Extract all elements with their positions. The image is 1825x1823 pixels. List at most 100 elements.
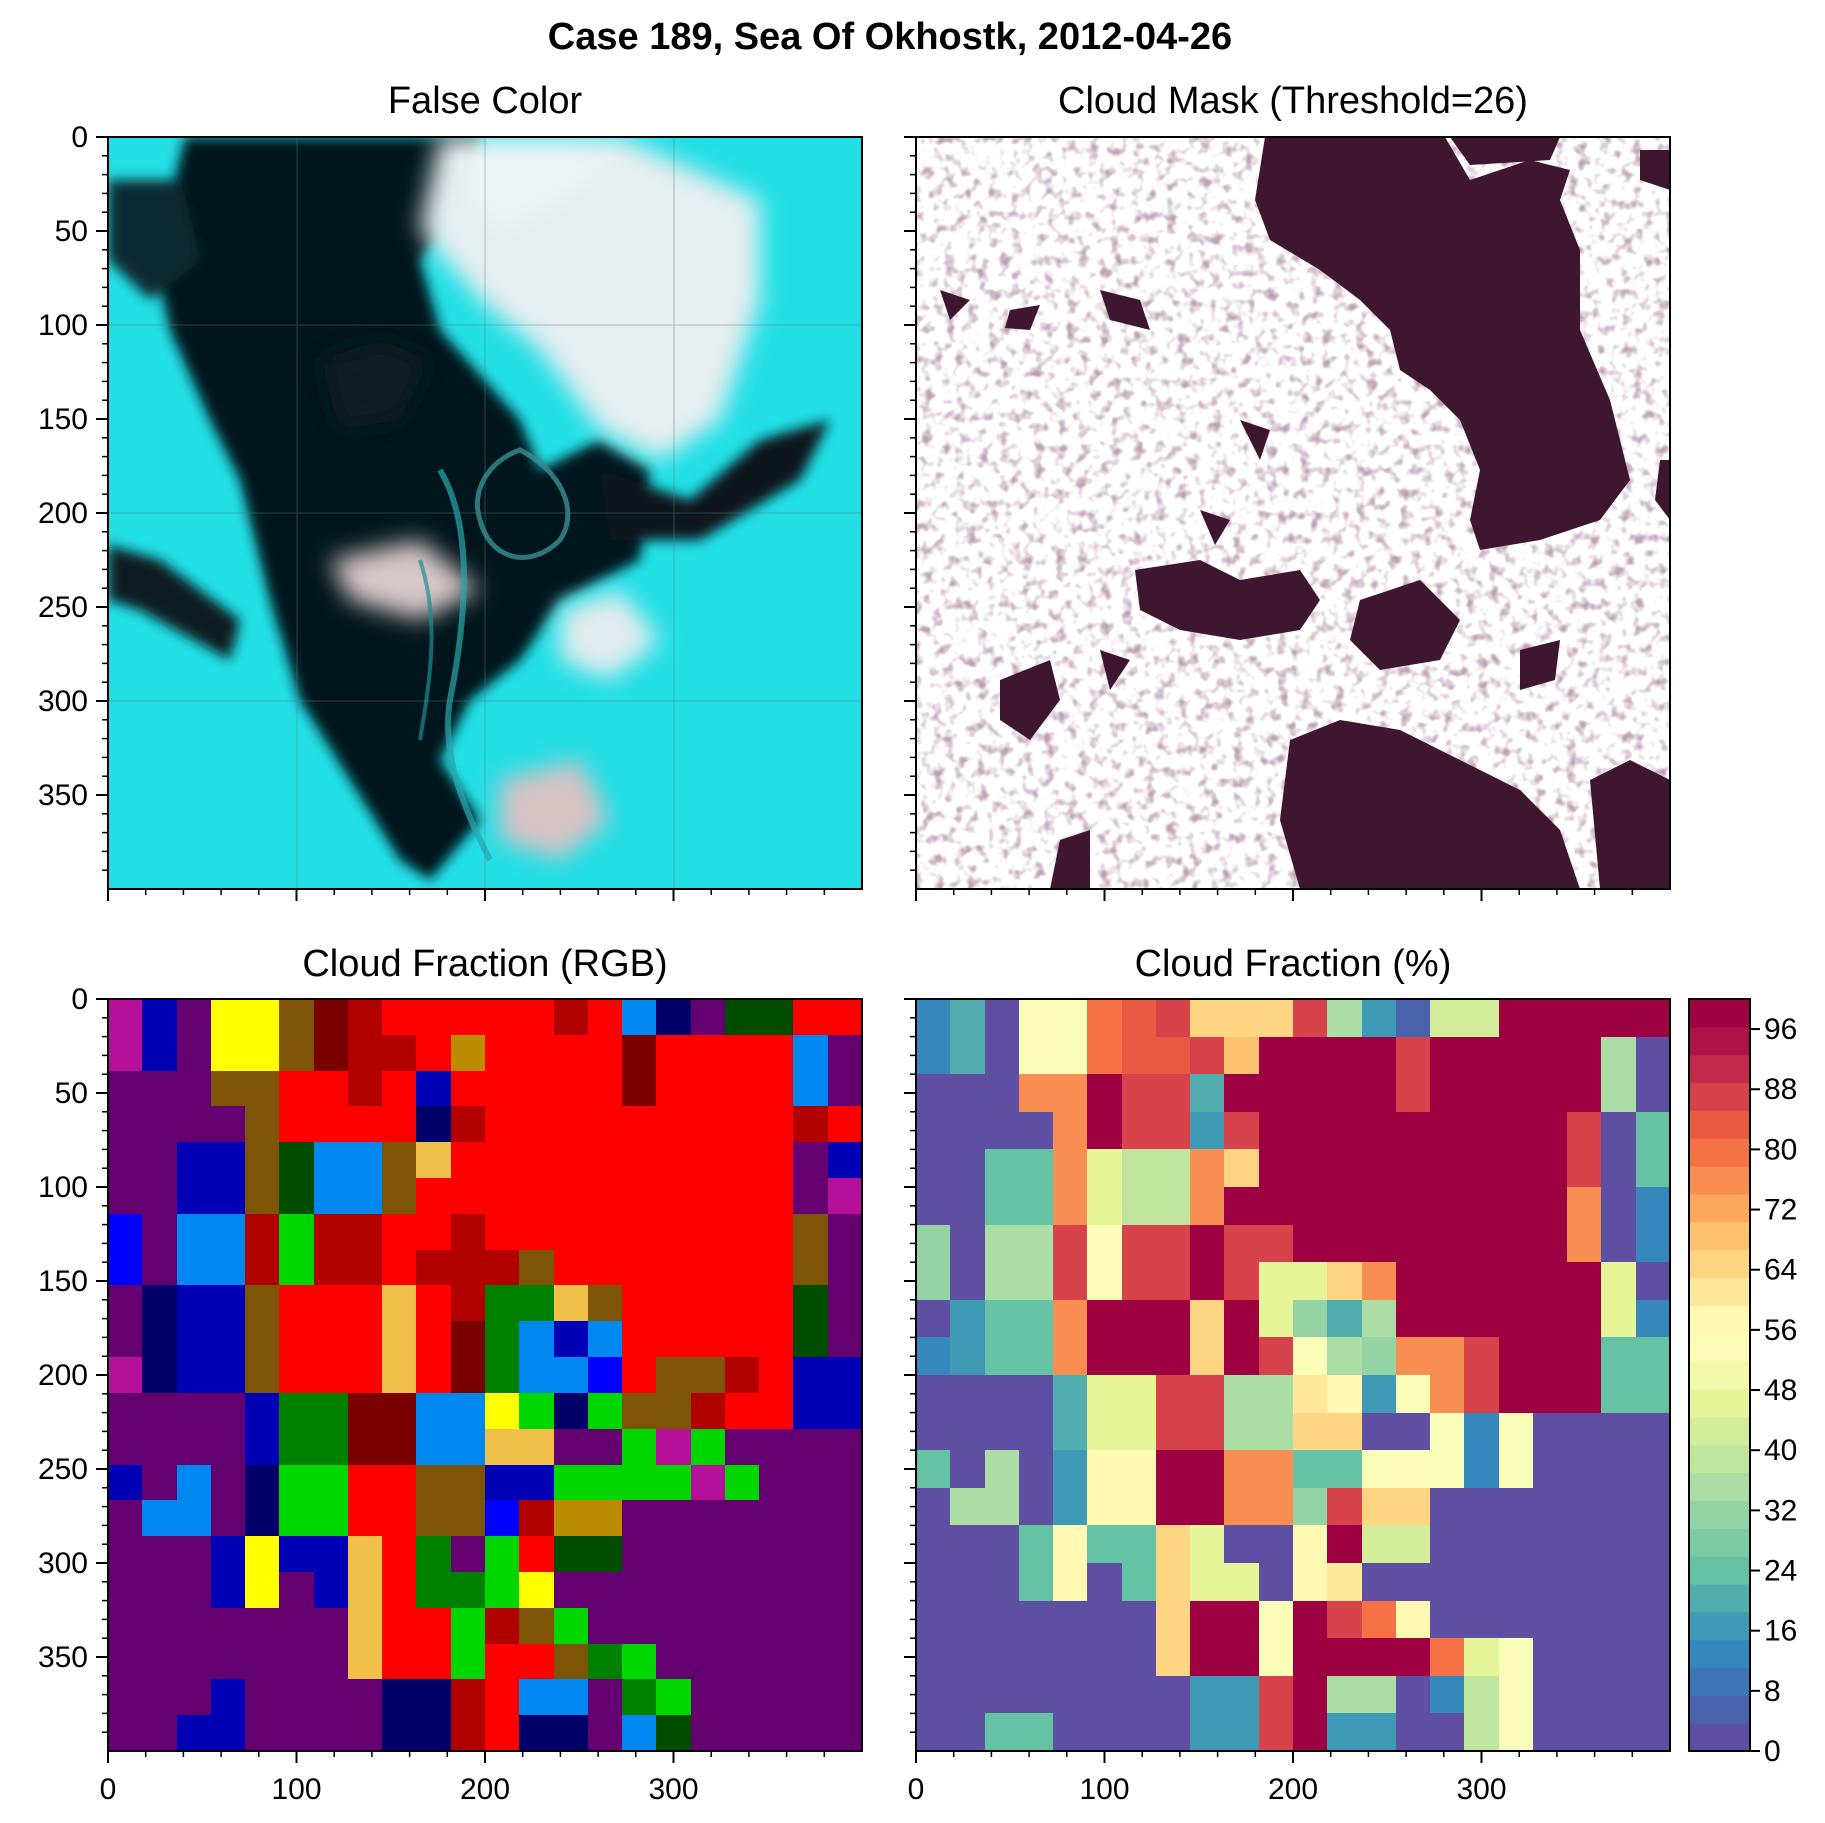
percent-cell	[1464, 1225, 1500, 1263]
colorbar-level	[1689, 1583, 1750, 1613]
rgb-cell	[691, 999, 726, 1036]
percent-cell	[1259, 1375, 1294, 1414]
rgb-cell	[279, 1679, 315, 1716]
percent-cell	[1327, 1488, 1363, 1526]
percent-cell	[1601, 1149, 1637, 1188]
percent-cell	[1567, 1676, 1602, 1714]
percent-cell	[1601, 999, 1637, 1038]
percent-cell	[1533, 1149, 1568, 1188]
percent-cell	[1053, 1413, 1088, 1451]
percent-cell	[1053, 1112, 1088, 1150]
rgb-cell	[177, 1357, 212, 1394]
percent-cell	[950, 1638, 986, 1677]
panel-title-cloud-fraction-percent: Cloud Fraction (%)	[1135, 943, 1452, 985]
rgb-cell	[828, 1429, 863, 1466]
rgb-cell	[211, 1142, 246, 1179]
percent-cell	[1430, 1337, 1465, 1376]
rgb-cell	[108, 1644, 143, 1680]
rgb-cell	[759, 1715, 794, 1752]
rgb-cell	[451, 1178, 486, 1215]
rgb-cell	[656, 1321, 692, 1358]
rgb-cell	[416, 1465, 452, 1501]
rgb-cell	[759, 1250, 794, 1286]
rgb-cell	[519, 999, 555, 1036]
rgb-cell	[725, 1142, 760, 1179]
percent-cell	[1567, 1601, 1602, 1639]
rgb-cell	[691, 1644, 726, 1680]
rgb-cell	[451, 1465, 486, 1501]
percent-cell	[1293, 1713, 1328, 1752]
percent-cell	[1224, 1037, 1260, 1075]
percent-cell	[1053, 1601, 1088, 1639]
percent-cell	[985, 1413, 1020, 1451]
rgb-cell	[691, 1715, 726, 1752]
percent-cell	[1122, 1300, 1157, 1338]
percent-cell	[916, 1375, 951, 1414]
y-tick-label: 100	[38, 1171, 88, 1204]
percent-cell	[1636, 1638, 1671, 1677]
percent-cell	[1156, 1563, 1191, 1602]
rgb-cell	[828, 1250, 863, 1286]
rgb-cell	[759, 1214, 794, 1251]
rgb-cell	[588, 1250, 623, 1286]
rgb-cell	[588, 1429, 623, 1466]
percent-cell	[1362, 1713, 1397, 1752]
rgb-cell	[108, 1429, 143, 1466]
percent-cell	[1533, 1638, 1568, 1677]
rgb-cell	[142, 1071, 178, 1107]
colorbar-tick-label: 64	[1764, 1254, 1797, 1287]
rgb-cell	[725, 1250, 760, 1286]
percent-cell	[1327, 1112, 1363, 1150]
percent-cell	[1224, 1112, 1260, 1150]
colorbar-level	[1689, 1138, 1750, 1167]
percent-cell	[985, 1187, 1020, 1226]
rgb-cell	[691, 1321, 726, 1358]
rgb-cell	[245, 999, 280, 1036]
rgb-cell	[828, 1644, 863, 1680]
rgb-cell	[177, 1679, 212, 1716]
percent-cell	[1430, 1300, 1465, 1338]
percent-cell	[1224, 1413, 1260, 1451]
rgb-cell	[519, 1035, 555, 1072]
rgb-cell	[279, 1644, 315, 1680]
percent-cell	[1464, 1638, 1500, 1677]
rgb-cell	[279, 1142, 315, 1179]
y-tick-label: 250	[38, 591, 88, 624]
rgb-cell	[211, 1393, 246, 1430]
cloud-fraction-rgb-grid	[108, 999, 863, 1752]
percent-cell	[950, 1676, 986, 1714]
rgb-cell	[759, 1393, 794, 1430]
rgb-cell	[656, 1178, 692, 1215]
rgb-cell	[759, 1178, 794, 1215]
percent-cell	[1567, 1375, 1602, 1414]
percent-cell	[1533, 1488, 1568, 1526]
rgb-cell	[314, 1608, 349, 1645]
rgb-cell	[451, 999, 486, 1036]
rgb-cell	[348, 1536, 383, 1573]
rgb-cell	[554, 1715, 589, 1752]
percent-cell	[950, 999, 986, 1038]
rgb-cell	[211, 1536, 246, 1573]
percent-cell	[1362, 1149, 1397, 1188]
rgb-cell	[245, 1644, 280, 1680]
rgb-cell	[451, 1608, 486, 1645]
percent-cell	[1533, 1450, 1568, 1489]
percent-cell	[985, 1601, 1020, 1639]
rgb-cell	[691, 1035, 726, 1072]
percent-cell	[1567, 1225, 1602, 1263]
rgb-cell	[656, 1679, 692, 1716]
percent-cell	[1430, 1262, 1465, 1301]
rgb-cell	[142, 1106, 178, 1143]
colorbar-tick-label: 72	[1764, 1194, 1797, 1227]
rgb-cell	[485, 1250, 520, 1286]
rgb-cell	[519, 1357, 555, 1394]
y-tick-label: 150	[38, 1265, 88, 1298]
percent-cell	[1224, 1262, 1260, 1301]
percent-cell	[1636, 1713, 1671, 1752]
rgb-cell	[588, 1500, 623, 1537]
rgb-cell	[108, 1679, 143, 1716]
percent-cell	[1156, 1488, 1191, 1526]
figure-suptitle: Case 189, Sea Of Okhostk, 2012-04-26	[548, 16, 1232, 58]
y-tick-label: 50	[55, 215, 88, 248]
percent-cell	[1362, 1225, 1397, 1263]
